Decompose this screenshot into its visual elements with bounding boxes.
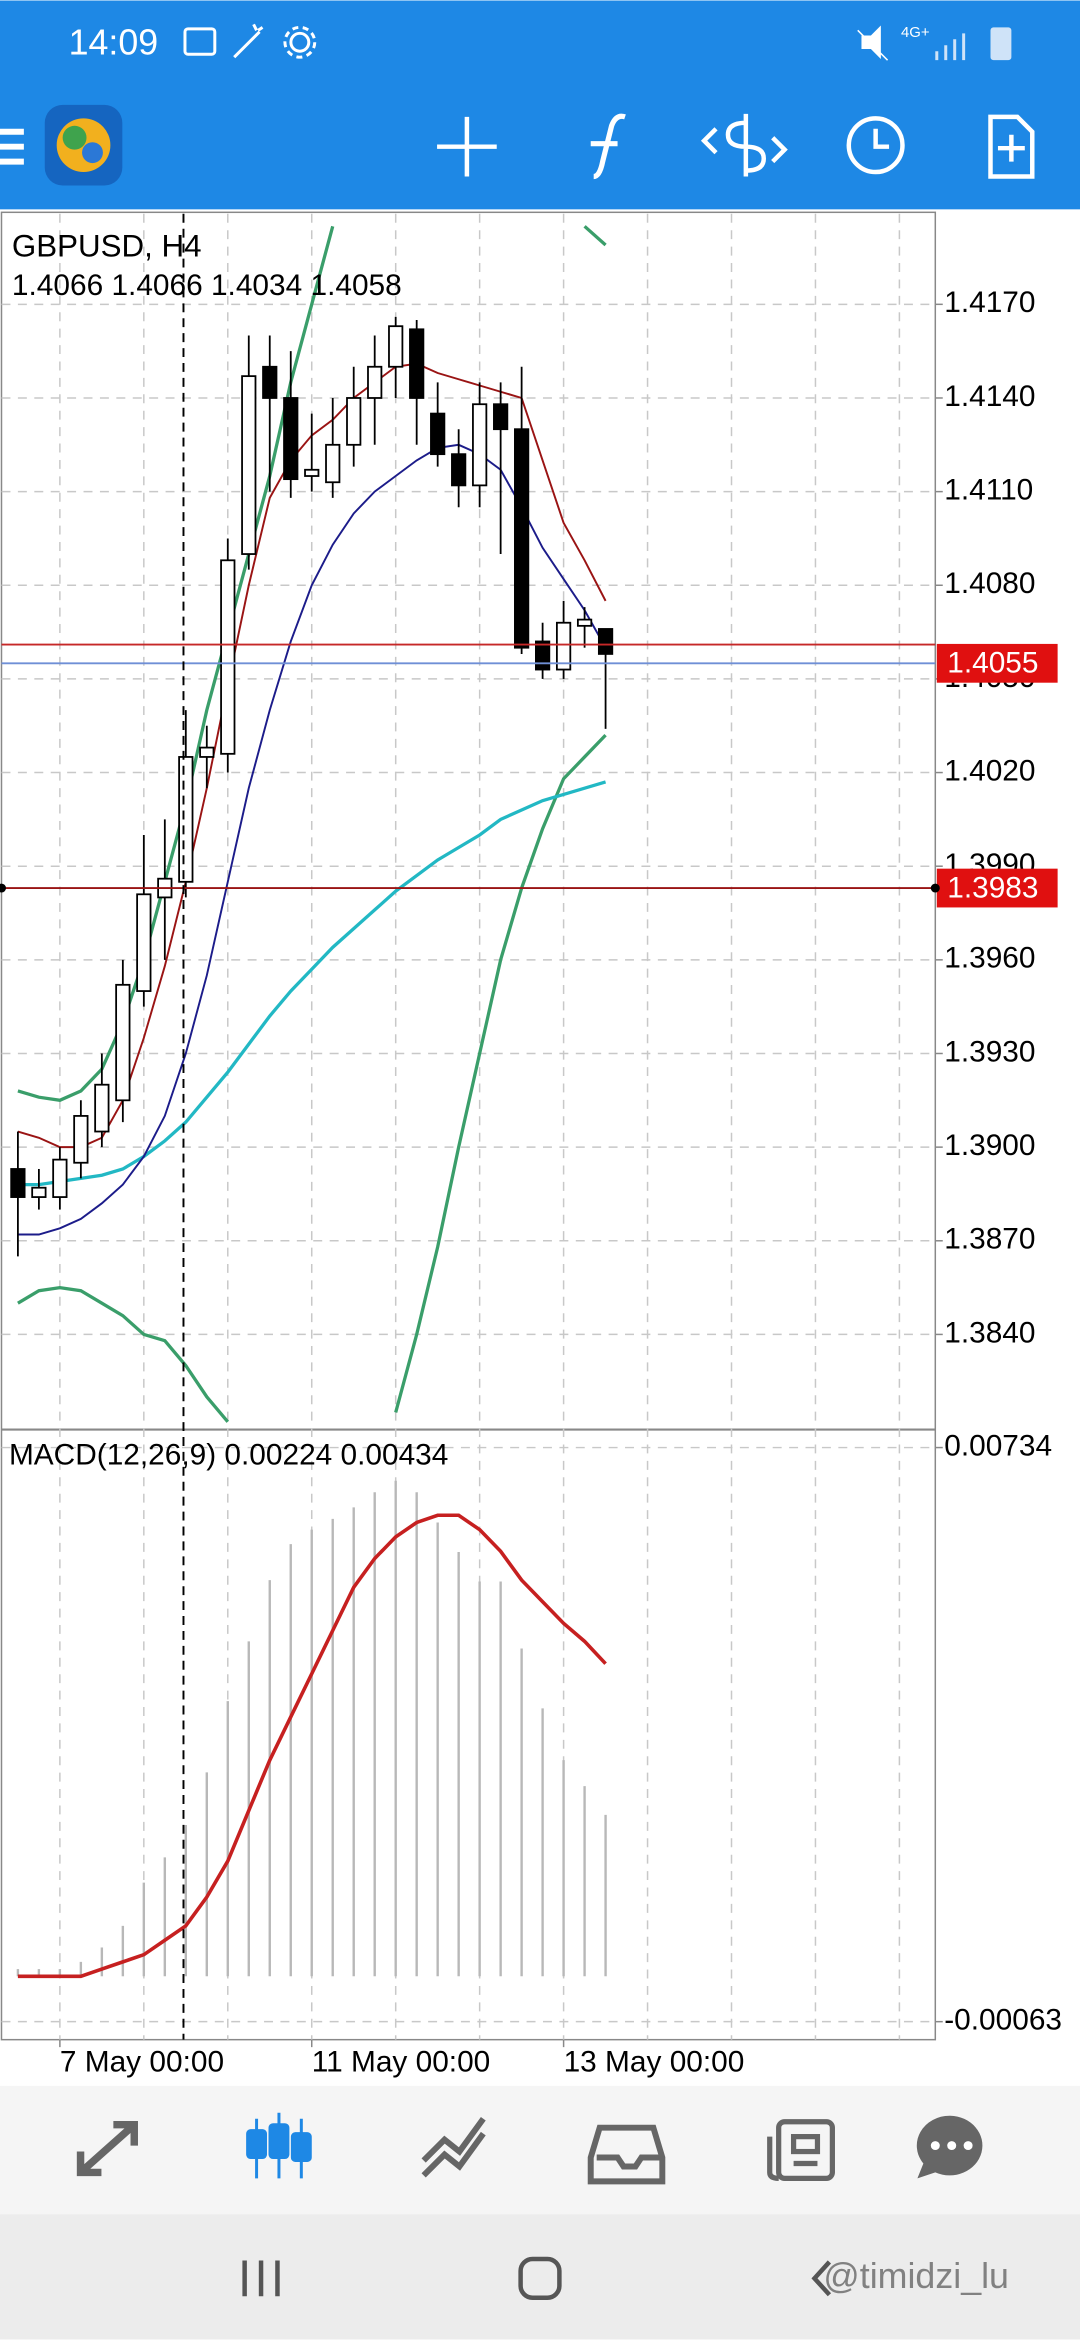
candle-body (115, 983, 131, 1102)
macd-title: MACD(12,26,9) 0.00224 0.00434 (9, 1438, 448, 1471)
candle-body (10, 1168, 26, 1198)
price-label: 1.4055 (947, 647, 1038, 680)
x-tick-label: 13 May 00:00 (564, 2045, 745, 2078)
y-tick-label: 1.4140 (944, 380, 1035, 413)
trade-button[interactable] (700, 113, 788, 177)
candle-body (199, 746, 215, 758)
toolbar (0, 104, 1035, 186)
indicator-line (17, 1513, 607, 1979)
candle-body (388, 325, 404, 368)
app-logo[interactable] (44, 104, 123, 186)
chart-area (0, 211, 937, 2041)
candle-body (178, 756, 194, 883)
candle-body (220, 559, 236, 755)
y-tick-label: 1.3900 (944, 1129, 1035, 1162)
y-tick-label: -0.00063 (944, 2004, 1062, 2037)
top-bar (0, 0, 1080, 210)
x-tick-label: 7 May 00:00 (60, 2045, 224, 2078)
candle-body (493, 403, 509, 431)
new-order-button[interactable] (988, 114, 1035, 179)
chat-tab[interactable] (916, 2115, 983, 2179)
candle-body (94, 1083, 110, 1133)
candle-body (304, 468, 320, 477)
candle-body (241, 375, 257, 555)
timeframe-button[interactable] (846, 116, 905, 175)
candle-body (31, 1186, 47, 1198)
watermark: @timidzi_lu (823, 2256, 1009, 2296)
candle-body (514, 428, 530, 649)
bottom-nav (0, 2085, 1080, 2215)
y-tick-label: 1.3870 (944, 1223, 1035, 1256)
price-label-box (936, 868, 1058, 908)
candle-body (472, 403, 488, 487)
history-tab[interactable] (587, 2124, 666, 2185)
candle-body (283, 397, 299, 481)
y-tick-label: 1.4170 (944, 286, 1035, 319)
news-tab[interactable] (767, 2119, 835, 2182)
chart-tab[interactable] (246, 2112, 312, 2179)
recent-apps[interactable] (242, 2260, 280, 2297)
y-tick-label: 1.4020 (944, 754, 1035, 787)
quotes-tab[interactable] (76, 2120, 138, 2177)
status-icons: 4G+ (183, 23, 1012, 61)
y-tick-label: 0.00734 (944, 1429, 1052, 1462)
status-time: 14:09 (69, 23, 159, 63)
candle-body (367, 365, 383, 399)
candle-body (136, 893, 152, 992)
ohlc-values: 1.4066 1.4066 1.4034 1.4058 (12, 269, 402, 302)
candle-body (535, 640, 551, 671)
indicator-line (17, 780, 607, 1187)
candle-body (73, 1115, 89, 1164)
candle-body (430, 412, 446, 456)
y-tick-label: 1.4080 (944, 567, 1035, 600)
candle-body (451, 453, 467, 487)
back-button[interactable] (811, 2260, 832, 2297)
indicator-line (17, 443, 607, 1236)
y-tick-label: 1.3930 (944, 1035, 1035, 1068)
candle-body (597, 628, 614, 655)
indicators-button[interactable] (590, 113, 626, 180)
indicator-line (17, 225, 607, 1103)
y-tick-label: 1.3840 (944, 1316, 1035, 1349)
candle-body (555, 621, 572, 671)
system-nav (0, 2214, 1080, 2340)
price-label-box (936, 643, 1058, 683)
crosshair-dot (930, 883, 940, 893)
candle-body (325, 443, 341, 484)
candle-body (576, 618, 593, 627)
candle-body (409, 328, 425, 399)
price-label: 1.3983 (947, 871, 1038, 904)
candle-body (346, 397, 362, 446)
candle-body (262, 365, 278, 399)
trade-tab[interactable] (421, 2116, 486, 2178)
svg-text:4G+: 4G+ (901, 25, 930, 41)
candle-body (52, 1158, 68, 1198)
crosshair-dot (0, 883, 6, 893)
crosshair-button[interactable] (437, 116, 497, 177)
home-button[interactable] (518, 2256, 562, 2300)
indicator-line (17, 733, 607, 1423)
y-tick-label: 1.3960 (944, 942, 1035, 975)
x-tick-label: 11 May 00:00 (312, 2045, 491, 2078)
symbol-title: GBPUSD, H4 (12, 228, 202, 263)
menu-button[interactable] (0, 128, 24, 165)
y-tick-label: 1.4110 (944, 473, 1033, 506)
